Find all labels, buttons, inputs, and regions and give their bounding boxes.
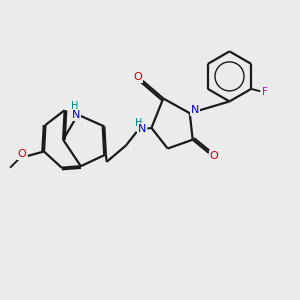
Text: H: H: [70, 101, 78, 111]
Text: N: N: [72, 110, 81, 120]
Text: H: H: [135, 118, 143, 128]
Text: N: N: [190, 105, 199, 115]
Text: O: O: [17, 149, 26, 159]
Text: N: N: [138, 124, 146, 134]
Text: O: O: [210, 151, 219, 161]
Text: O: O: [134, 72, 142, 82]
Text: F: F: [262, 87, 268, 97]
